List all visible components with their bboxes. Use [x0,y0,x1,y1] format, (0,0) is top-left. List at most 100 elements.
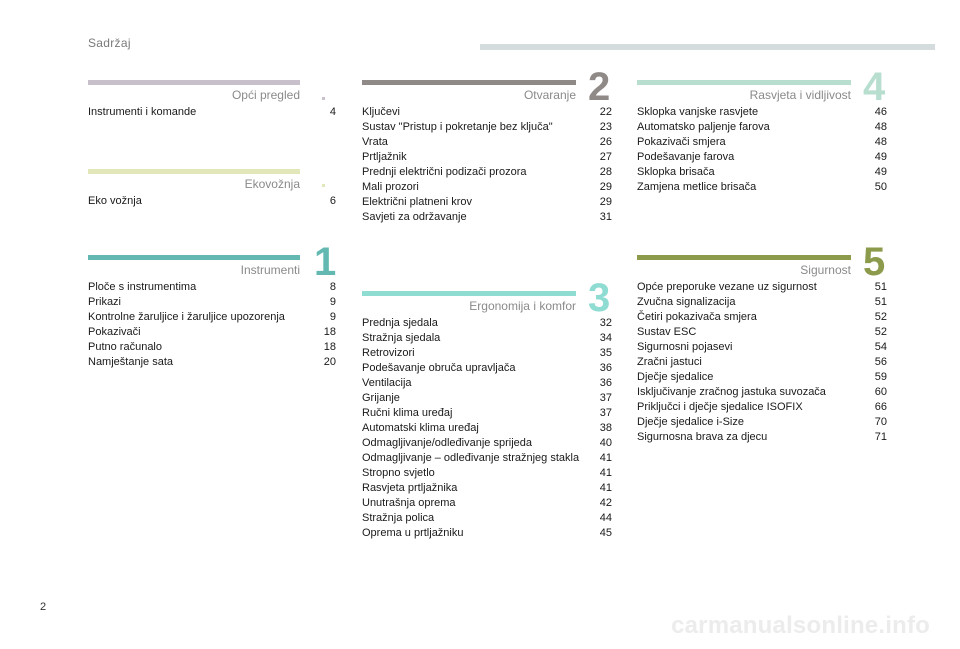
toc-list: Instrumenti i komande 4 [88,105,336,120]
toc-entry-title: Ručni klima uređaj [362,407,453,419]
toc-entry-title: Sklopka brisača [637,166,715,178]
toc-entry[interactable]: Ventilacija 36 [362,376,612,391]
toc-entry[interactable]: Kontrolne žaruljice i žaruljice upozoren… [88,310,336,325]
toc-entry-page: 20 [323,356,336,368]
section-color-bar [637,80,851,85]
toc-entry[interactable]: Savjeti za održavanje 31 [362,210,612,225]
toc-entry-page: 66 [874,401,887,413]
section-title: Ergonomija i komfor [469,299,576,313]
toc-entry-page: 60 [874,386,887,398]
toc-entry-title: Instrumenti i komande [88,106,197,118]
toc-entry-page: 22 [599,106,612,118]
toc-entry[interactable]: Isključivanje zračnog jastuka suvozača 60 [637,385,887,400]
toc-entry[interactable]: Odmagljivanje/odleđivanje sprijeda 40 [362,436,612,451]
toc-entry-page: 9 [329,311,336,323]
section-marker [322,184,325,187]
toc-entry-title: Električni platneni krov [362,196,473,208]
toc-entry[interactable]: Prednja sjedala 32 [362,316,612,331]
page-number: 2 [40,601,47,613]
toc-entry-page: 28 [599,166,612,178]
toc-entry-page: 48 [874,121,887,133]
toc-entry-page: 18 [323,326,336,338]
toc-entry-title: Sustav "Pristup i pokretanje bez ključa" [362,121,553,133]
toc-entry[interactable]: Putno računalo 18 [88,340,336,355]
toc-entry[interactable]: Zvučna signalizacija 51 [637,295,887,310]
toc-entry-title: Ploče s instrumentima [88,281,197,293]
toc-entry[interactable]: Prtljažnik 27 [362,150,612,165]
toc-entry[interactable]: Prednji električni podizači prozora 28 [362,165,612,180]
toc-entry[interactable]: Oprema u prtljažniku 45 [362,526,612,541]
toc-entry-page: 6 [329,195,336,207]
toc-entry[interactable]: Električni platneni krov 29 [362,195,612,210]
toc-entry-page: 29 [599,181,612,193]
toc-entry-page: 34 [599,332,612,344]
page-title: Sadržaj [88,36,131,50]
toc-entry-title: Odmagljivanje/odleđivanje sprijeda [362,437,532,449]
toc-entry[interactable]: Zamjena metlice brisača 50 [637,180,887,195]
toc-entry-page: 49 [874,151,887,163]
toc-list: Ključevi 22 Sustav "Pristup i pokretanje b… [362,105,612,225]
toc-entry[interactable]: Priključci i dječje sjedalice ISOFIX 66 [637,400,887,415]
toc-entry[interactable]: Vrata 26 [362,135,612,150]
toc-entry[interactable]: Automatsko paljenje farova 48 [637,120,887,135]
toc-entry[interactable]: Podešavanje farova 49 [637,150,887,165]
toc-entry[interactable]: Četiri pokazivača smjera 52 [637,310,887,325]
toc-entry-title: Zračni jastuci [637,356,702,368]
toc-entry-page: 71 [874,431,887,443]
toc-entry-page: 45 [599,527,612,539]
toc-entry[interactable]: Stražnja polica 44 [362,511,612,526]
toc-entry[interactable]: Opće preporuke vezane uz sigurnost 51 [637,280,887,295]
toc-entry-page: 41 [599,467,612,479]
toc-entry[interactable]: Ručni klima uređaj 37 [362,406,612,421]
toc-entry[interactable]: Stropno svjetlo 41 [362,466,612,481]
toc-entry[interactable]: Automatski klima uređaj 38 [362,421,612,436]
section-color-bar [88,169,300,174]
section-number: 4 [863,65,886,109]
toc-entry[interactable]: Sigurnosna brava za djecu 71 [637,430,887,445]
toc-entry[interactable]: Retrovizori 35 [362,346,612,361]
toc-entry[interactable]: Podešavanje obruča upravljača 36 [362,361,612,376]
section-title: Opći pregled [231,88,300,102]
toc-list: Ploče s instrumentima 8 Prikazi 9 Kontrolne … [88,280,336,370]
toc-entry-page: 48 [874,136,887,148]
toc-entry[interactable]: Ključevi 22 [362,105,612,120]
toc-entry-title: Zamjena metlice brisača [637,181,757,193]
toc-entry[interactable]: Namještanje sata 20 [88,355,336,370]
toc-entry[interactable]: Unutrašnja oprema 42 [362,496,612,511]
toc-entry-page: 23 [599,121,612,133]
toc-entry[interactable]: Odmagljivanje – odleđivanje stražnjeg st… [362,451,612,466]
toc-entry-page: 4 [329,106,336,118]
toc-entry-title: Isključivanje zračnog jastuka suvozača [637,386,826,398]
toc-entry-page: 41 [599,482,612,494]
toc-entry[interactable]: Sklopka vanjske rasvjete 46 [637,105,887,120]
section-title: Rasvjeta i vidljivost [749,88,851,102]
toc-list: Sklopka vanjske rasvjete 46 Automatsko pal… [637,105,887,195]
toc-entry[interactable]: Sustav ESC 52 [637,325,887,340]
toc-entry[interactable]: Sigurnosni pojasevi 54 [637,340,887,355]
toc-entry[interactable]: Sustav "Pristup i pokretanje bez ključa"… [362,120,612,135]
toc-entry[interactable]: Dječje sjedalice 59 [637,370,887,385]
toc-entry-page: 59 [874,371,887,383]
toc-entry[interactable]: Rasvjeta prtljažnika 41 [362,481,612,496]
toc-entry[interactable]: Ploče s instrumentima 8 [88,280,336,295]
toc-entry-page: 38 [599,422,612,434]
toc-entry-title: Prikazi [88,296,122,308]
toc-entry-page: 32 [599,317,612,329]
toc-entry-title: Dječje sjedalice i-Size [637,416,744,428]
toc-entry-title: Mali prozori [362,181,419,193]
section-color-bar [362,80,576,85]
toc-entry[interactable]: Pokazivači smjera 48 [637,135,887,150]
toc-entry[interactable]: Prikazi 9 [88,295,336,310]
toc-entry[interactable]: Pokazivači 18 [88,325,336,340]
section-marker [322,97,325,100]
toc-entry[interactable]: Instrumenti i komande 4 [88,105,336,120]
toc-entry-title: Rasvjeta prtljažnika [362,482,458,494]
toc-entry[interactable]: Sklopka brisača 49 [637,165,887,180]
toc-entry[interactable]: Stražnja sjedala 34 [362,331,612,346]
toc-entry[interactable]: Dječje sjedalice i-Size 70 [637,415,887,430]
toc-entry-page: 26 [599,136,612,148]
toc-entry[interactable]: Mali prozori 29 [362,180,612,195]
toc-entry[interactable]: Eko vožnja 6 [88,194,336,209]
toc-entry[interactable]: Zračni jastuci 56 [637,355,887,370]
toc-entry[interactable]: Grijanje 37 [362,391,612,406]
